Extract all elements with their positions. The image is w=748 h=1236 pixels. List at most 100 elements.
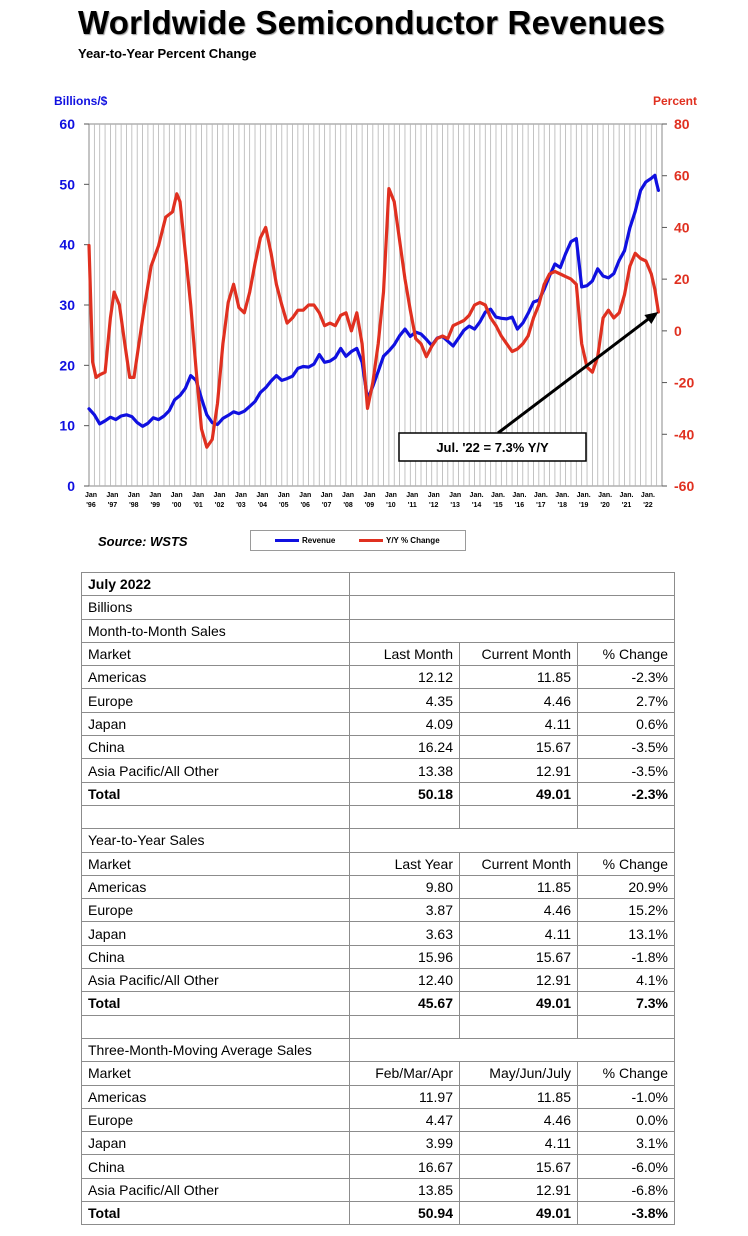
- table-header-cell: % Change: [576, 641, 676, 667]
- x-tick-label: '03: [236, 502, 246, 509]
- x-tick-label: Jan: [235, 492, 247, 499]
- x-tick-label: '00: [172, 502, 182, 509]
- table-header-cell: Current Month: [459, 641, 578, 667]
- right-axis-tick-label: -40: [674, 426, 694, 442]
- x-tick-label: '13: [450, 502, 460, 509]
- table-cell: China: [81, 1154, 350, 1179]
- table-cell: 0.0%: [576, 1107, 676, 1133]
- table-header-cell: Current Month: [459, 851, 578, 876]
- x-tick-label: '18: [558, 502, 568, 509]
- x-tick-label: '12: [429, 502, 439, 509]
- table-spacer-row: [81, 1014, 676, 1039]
- table-cell: 13.1%: [576, 921, 676, 946]
- table-total-row: Total 50.18 49.01 -2.3%: [81, 781, 676, 806]
- table-cell: 4.35: [349, 688, 460, 713]
- x-tick-label: Jan: [363, 492, 375, 499]
- right-axis-tick-label: -60: [674, 478, 694, 494]
- x-tick-label: '21: [622, 502, 632, 509]
- x-tick-label: Jan: [406, 492, 418, 499]
- x-tick-label: Jan: [171, 492, 183, 499]
- table-cell: 4.46: [459, 898, 578, 923]
- table-cell: 3.99: [349, 1131, 460, 1156]
- table-cell: Americas: [81, 665, 350, 690]
- table-cell: 49.01: [459, 1201, 578, 1226]
- table-cell: -1.0%: [576, 1084, 676, 1109]
- table-cell: 15.67: [459, 1154, 578, 1179]
- x-tick-label: '08: [343, 502, 353, 509]
- x-tick-label: Jan.: [598, 492, 612, 499]
- table-row: Americas 12.12 11.85 -2.3%: [81, 665, 676, 690]
- annotation-text: Jul. '22 = 7.3% Y/Y: [436, 440, 549, 455]
- table-cell: July 2022: [81, 571, 350, 597]
- table-period-row: July 2022: [81, 571, 676, 597]
- table-section-heading: Month-to-Month Sales: [81, 618, 676, 643]
- table-row: China 16.67 15.67 -6.0%: [81, 1154, 676, 1179]
- table-cell: 13.85: [349, 1177, 460, 1203]
- table-cell: -6.0%: [576, 1154, 676, 1179]
- x-tick-label: Jan: [385, 492, 397, 499]
- table-cell: Americas: [81, 874, 350, 900]
- x-tick-label: Jan.: [641, 492, 655, 499]
- right-axis-tick-label: -20: [674, 375, 694, 391]
- page-title: Worldwide Semiconductor Revenues: [78, 4, 666, 41]
- table-cell: 12.91: [459, 968, 578, 993]
- table-cell: [459, 804, 578, 830]
- x-tick-label: Jan.: [534, 492, 548, 499]
- table-cell: Year-to-Year Sales: [81, 828, 350, 853]
- x-tick-label: '05: [279, 502, 289, 509]
- table-header-cell: May/Jun/July: [459, 1061, 578, 1086]
- x-tick-label: '97: [108, 502, 118, 509]
- table-cell: -3.8%: [576, 1201, 676, 1226]
- table-header-cell: Market: [81, 851, 350, 876]
- table-cell: 49.01: [459, 991, 578, 1016]
- table-cell: -3.5%: [576, 758, 676, 783]
- table-units-row: Billions: [81, 595, 676, 620]
- table-spacer-row: [81, 804, 676, 830]
- table-total-row: Total 45.67 49.01 7.3%: [81, 991, 676, 1016]
- x-tick-label: Jan.: [512, 492, 526, 499]
- x-tick-label: Jan.: [470, 492, 484, 499]
- table-cell: -3.5%: [576, 735, 676, 760]
- table-row: Asia Pacific/All Other 12.40 12.91 4.1%: [81, 968, 676, 993]
- table-header-row: Market Last Month Current Month% Change: [81, 641, 676, 667]
- legend-item-yy: Y/Y % Change: [359, 536, 440, 545]
- table-cell: 49.01: [459, 781, 578, 806]
- x-tick-label: Jan: [278, 492, 290, 499]
- table-cell: 13.38: [349, 758, 460, 783]
- table-cell: 11.85: [459, 665, 578, 690]
- table-cell: 3.1%: [576, 1131, 676, 1156]
- table-cell: Total: [81, 781, 350, 806]
- table-header-cell: Feb/Mar/Apr: [349, 1061, 460, 1086]
- table-cell: Europe: [81, 688, 350, 713]
- table-cell: Japan: [81, 1131, 350, 1156]
- table-cell: China: [81, 735, 350, 760]
- x-tick-label: '98: [129, 502, 139, 509]
- table-cell: Total: [81, 1201, 350, 1226]
- table-cell: Total: [81, 991, 350, 1016]
- x-tick-label: Jan.: [491, 492, 505, 499]
- table-header-cell: Market: [81, 641, 350, 667]
- legend-swatch-revenue: [275, 539, 299, 542]
- table-cell: 3.87: [349, 898, 460, 923]
- table-row: Americas 9.80 11.85 20.9%: [81, 874, 676, 900]
- x-tick-label: '99: [151, 502, 161, 509]
- x-tick-label: Jan: [106, 492, 118, 499]
- x-tick-label: '22: [643, 502, 653, 509]
- table-cell: [348, 618, 676, 643]
- table-row: Asia Pacific/All Other 13.85 12.91 -6.8%: [81, 1177, 676, 1203]
- table-cell: 45.67: [349, 991, 460, 1016]
- table-row: Asia Pacific/All Other 13.38 12.91 -3.5%: [81, 758, 676, 783]
- table-cell: 4.09: [349, 711, 460, 737]
- x-tick-label: Jan: [128, 492, 140, 499]
- right-axis-tick-label: 20: [674, 271, 690, 287]
- table-cell: 3.63: [349, 921, 460, 946]
- x-tick-label: Jan: [85, 492, 97, 499]
- table-cell: [348, 595, 676, 620]
- x-tick-label: '14: [472, 502, 482, 509]
- x-tick-label: Jan: [321, 492, 333, 499]
- table-row: Japan 3.99 4.11 3.1%: [81, 1131, 676, 1156]
- x-tick-label: Jan: [428, 492, 440, 499]
- table-cell: 15.2%: [576, 898, 676, 923]
- chart-legend: Revenue Y/Y % Change: [250, 530, 466, 551]
- table-cell: 4.1%: [576, 968, 676, 993]
